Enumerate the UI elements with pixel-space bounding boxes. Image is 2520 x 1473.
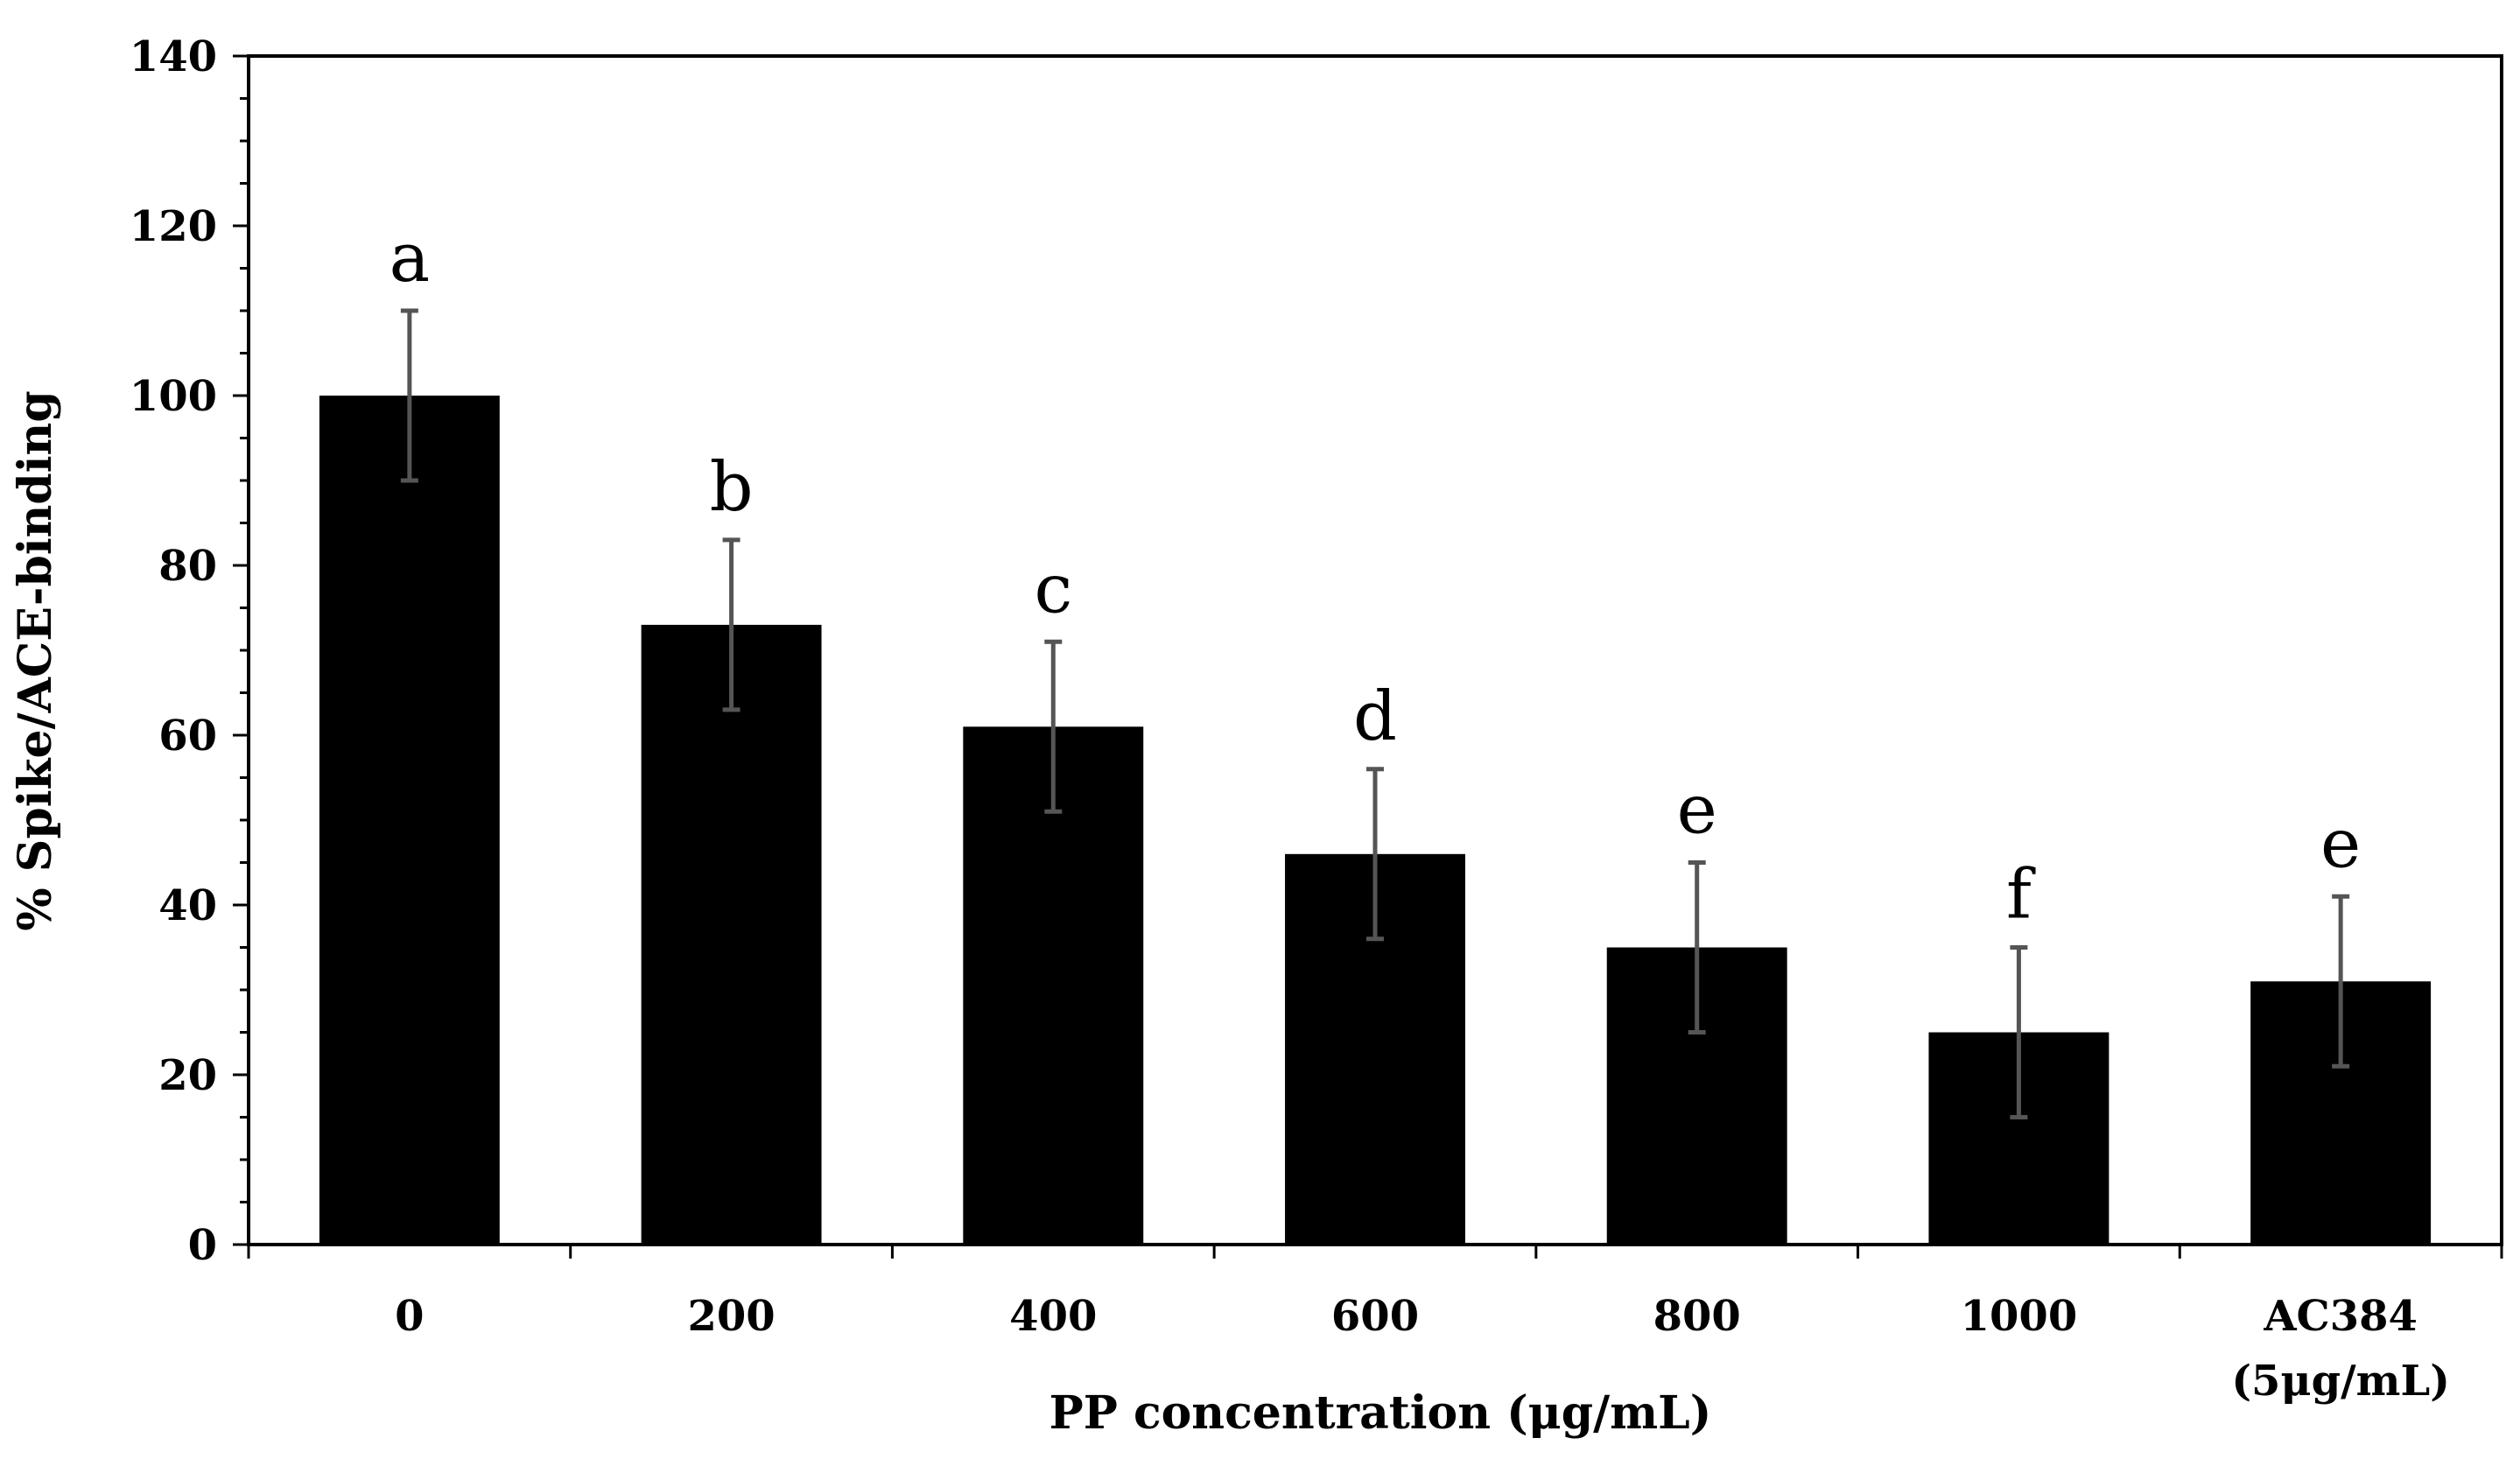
y-tick-label: 40 [158,881,217,930]
y-axis: 0 20 40 60 80 100 120 140 [130,32,249,1270]
error-bar [400,308,418,483]
y-tick-label: 80 [158,542,217,591]
x-tick-label: 800 [1653,1292,1741,1341]
y-tick-label: 0 [188,1221,217,1270]
bar [319,396,500,1245]
y-tick-label: 60 [158,712,217,761]
error-bar [1366,767,1384,942]
significance-letter: c [1034,550,1072,628]
significance-letter: f [2006,856,2036,935]
y-axis-title: % Spike/ACE-binding [9,390,62,930]
x-tick-label: 400 [1009,1292,1097,1341]
significance-letter: a [390,219,431,298]
error-bar [2010,945,2028,1119]
error-bar [1688,860,1706,1035]
significance-letter: b [710,448,754,527]
y-tick-label: 140 [130,32,217,81]
significance-letter: e [2320,804,2361,883]
x-tick-label: 1000 [1961,1292,2078,1341]
x-axis-title: PP concentration (μg/mL) [1049,1386,1712,1440]
error-bar [1044,639,1063,814]
x-tick-label: 200 [687,1292,775,1341]
significance-letters: a b c d e f e [390,219,2362,935]
significance-letter: e [1677,771,1717,850]
y-tick-label: 120 [130,202,217,251]
x-tick-label: 600 [1331,1292,1419,1341]
significance-letter: d [1353,677,1397,756]
y-tick-label: 100 [130,372,217,421]
x-tick-label: (5μg/mL) [2231,1357,2450,1406]
x-axis: 0 200 400 600 800 1000 AC384 (5μg/mL) [247,1245,2503,1406]
x-tick-label: AC384 [2263,1292,2418,1341]
x-tick-label: 0 [395,1292,424,1341]
error-bar [2332,894,2350,1069]
error-bars [400,308,2350,1119]
bar [641,624,822,1245]
error-bar [722,537,741,712]
y-tick-label: 20 [158,1051,217,1100]
